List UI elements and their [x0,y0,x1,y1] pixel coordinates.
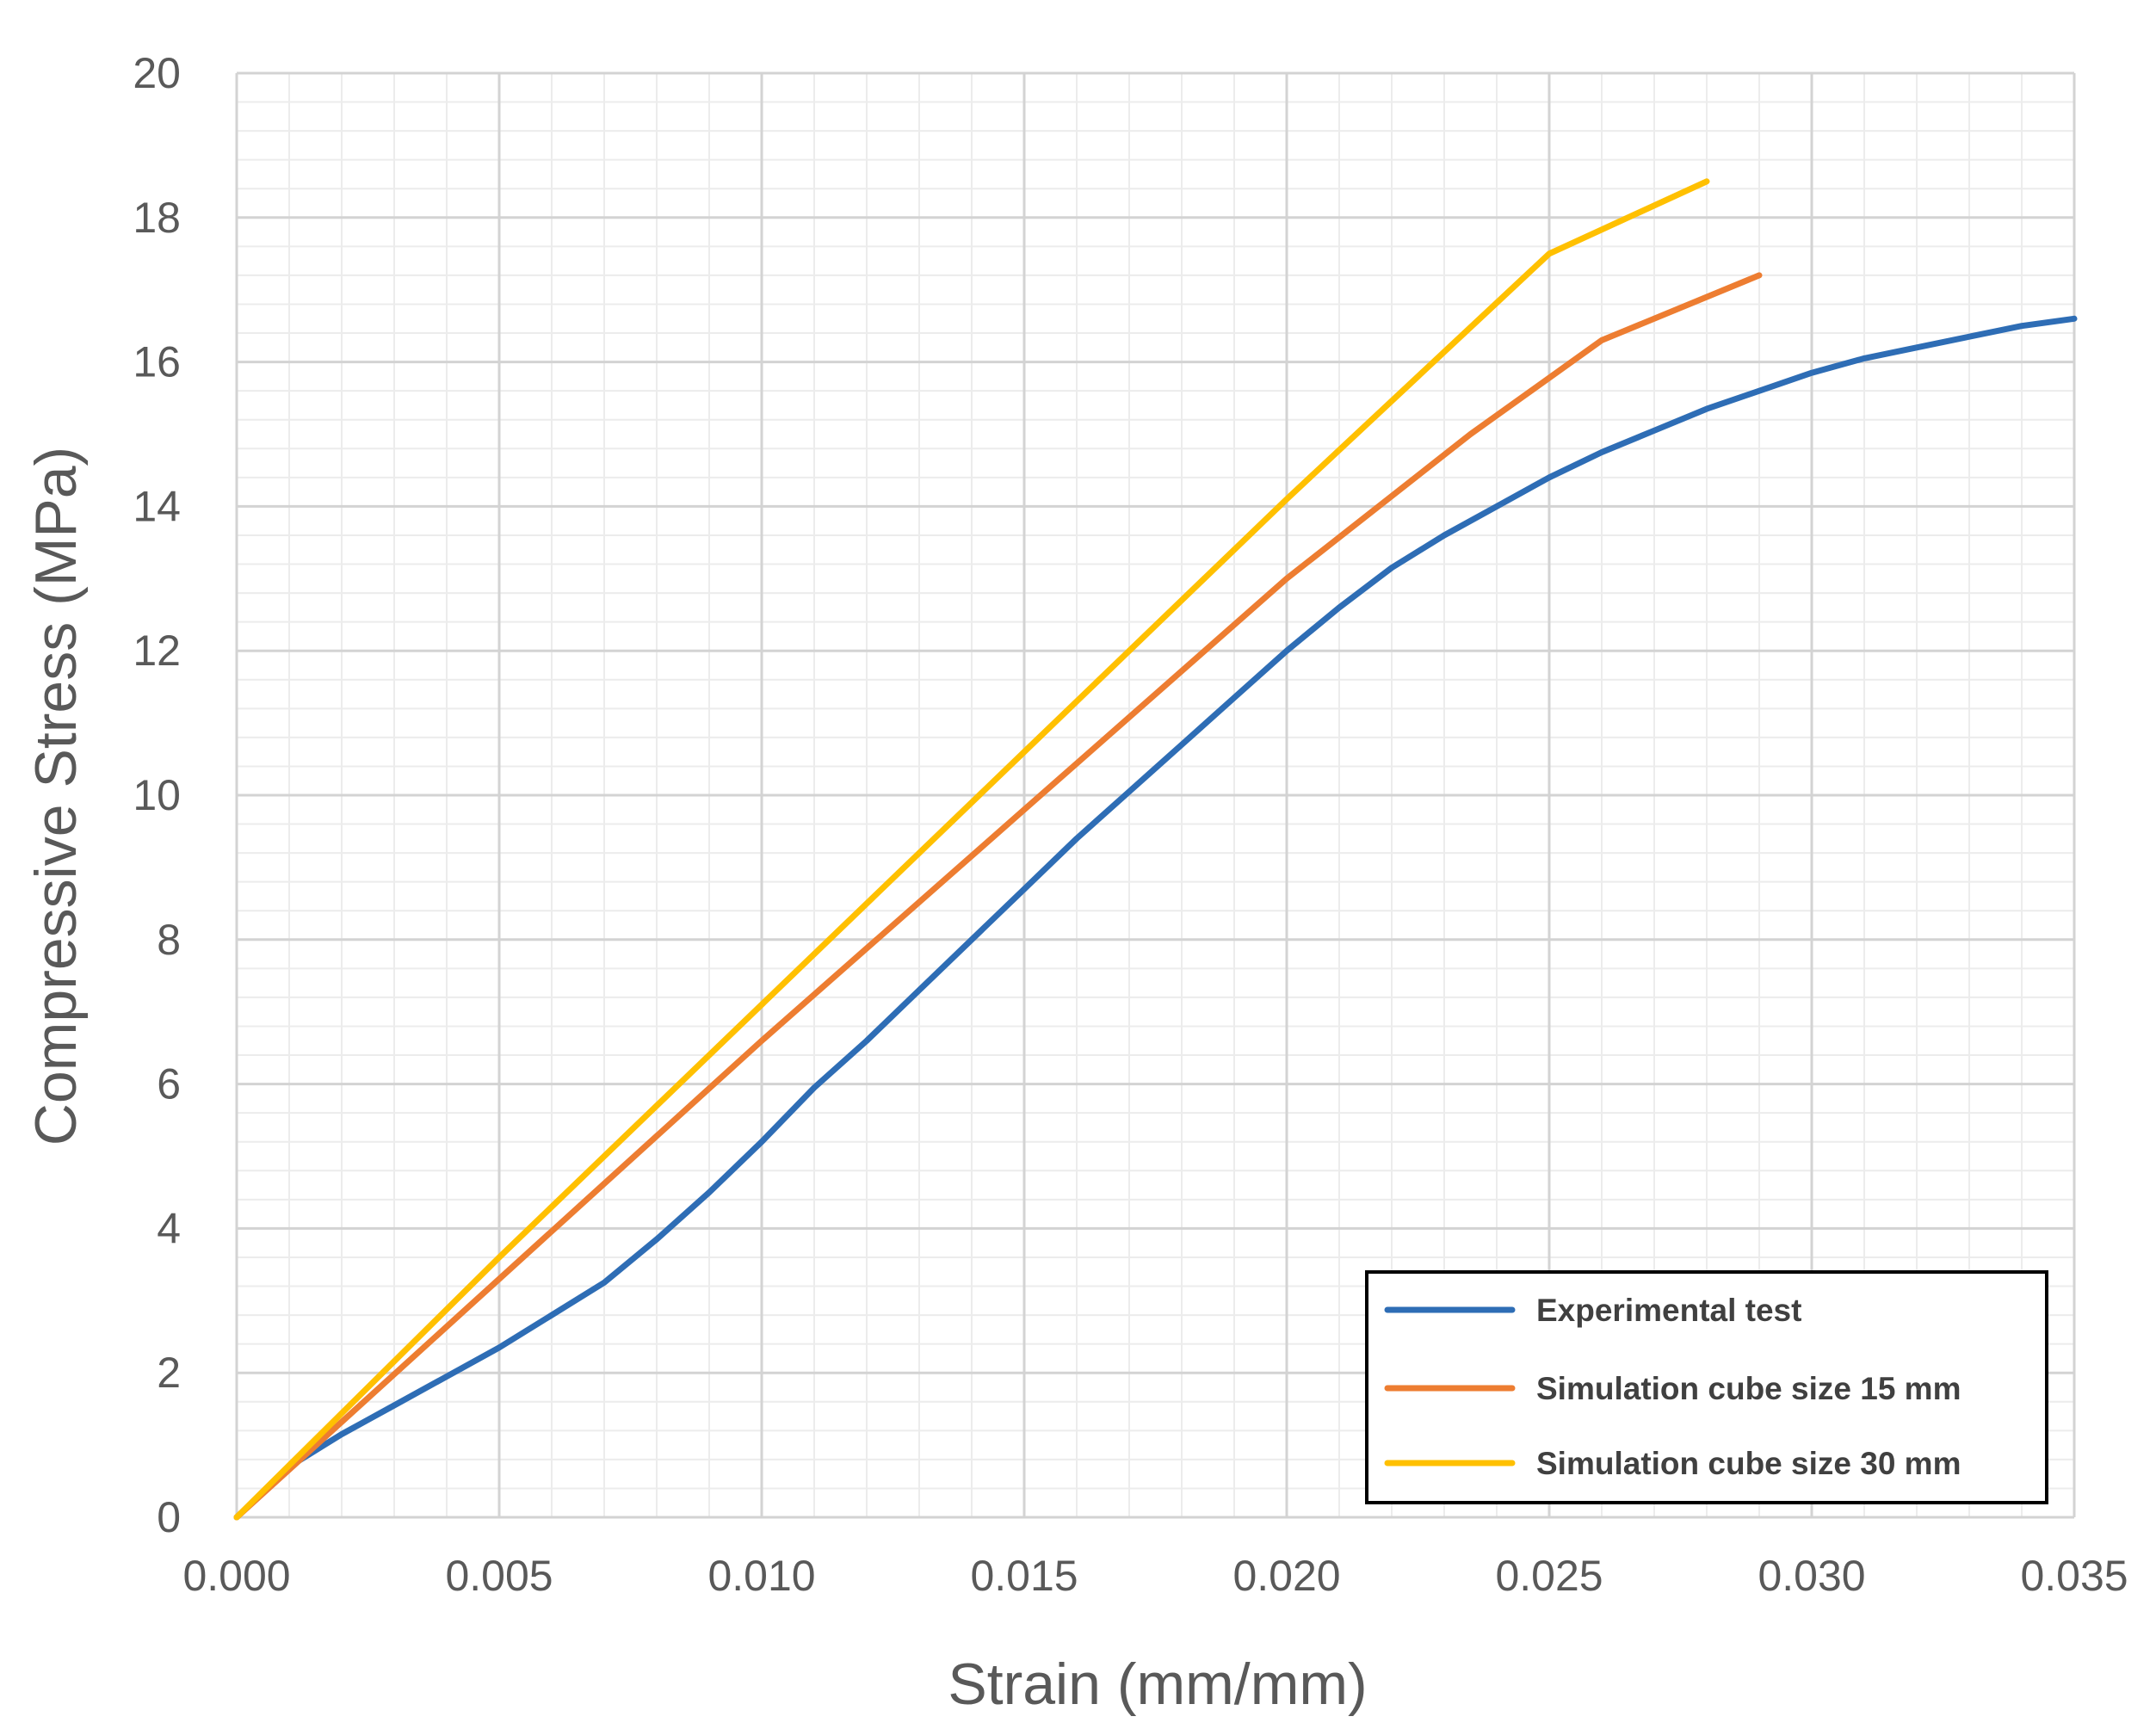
y-tick-label: 0 [157,1493,181,1541]
x-tick-label: 0.030 [1758,1552,1865,1600]
x-axis-title: Strain (mm/mm) [948,1652,1367,1717]
y-tick-label: 16 [133,338,181,386]
series-line-2 [233,272,1763,1521]
y-tick-label: 2 [157,1349,181,1397]
y-axis-tick-labels: 0 2 4 6 8 10 12 14 16 18 20 [133,49,181,1541]
legend-label-2: Simulation cube size 15 mm [1536,1371,1961,1406]
y-tick-label: 12 [133,627,181,675]
legend-label-3: Simulation cube size 30 mm [1536,1446,1961,1481]
y-tick-label: 8 [157,916,181,964]
series-line-3 [233,178,1710,1521]
y-tick-label: 18 [133,194,181,242]
y-tick-label: 20 [133,49,181,97]
x-axis-tick-labels: 0.000 0.005 0.010 0.015 0.020 0.025 0.030 0.035 [182,1552,2128,1600]
x-tick-label: 0.010 [707,1552,815,1600]
y-tick-label: 6 [157,1060,181,1108]
x-tick-label: 0.025 [1495,1552,1603,1600]
series-lines [233,178,2078,1521]
y-axis-title: Compressive Stress (MPa) [23,447,89,1145]
x-tick-label: 0.000 [182,1552,290,1600]
legend-label-1: Experimental test [1536,1293,1801,1328]
legend: Experimental test Simulation cube size 15… [1365,1270,2048,1504]
x-tick-label: 0.035 [2020,1552,2128,1600]
x-tick-label: 0.020 [1232,1552,1340,1600]
y-tick-label: 10 [133,771,181,819]
x-tick-label: 0.015 [970,1552,1078,1600]
y-tick-label: 4 [157,1204,181,1252]
x-tick-label: 0.005 [445,1552,553,1600]
series-line-1 [233,315,2078,1521]
y-tick-label: 14 [133,482,181,530]
